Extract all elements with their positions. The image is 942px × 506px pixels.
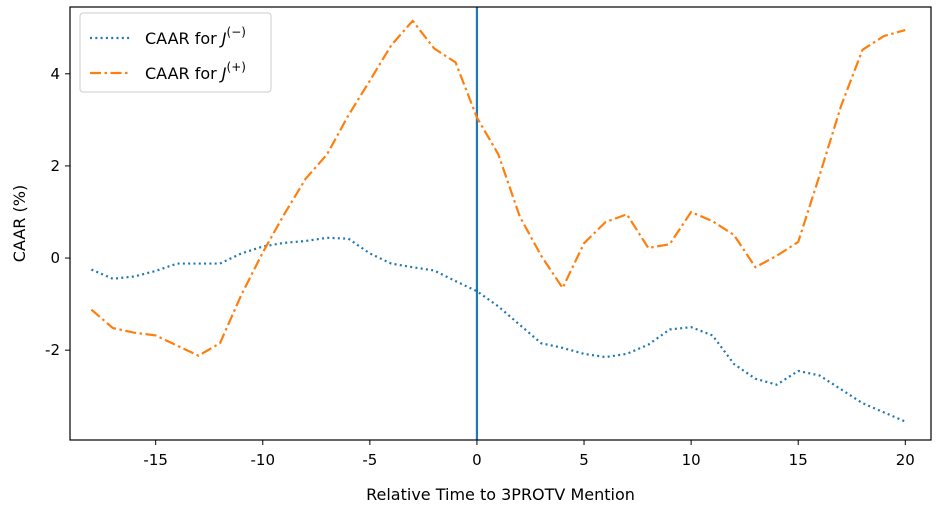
x-tick-label: 10 <box>682 451 701 469</box>
legend-label-superscript: (+) <box>227 60 246 74</box>
legend-label-text: CAAR for <box>145 29 222 48</box>
series-line-2 <box>90 19 906 357</box>
legend-label-superscript: (−) <box>227 25 246 39</box>
y-tick-label: 2 <box>50 157 60 175</box>
y-tick-label: -2 <box>45 341 60 359</box>
y-tick-label: 0 <box>50 249 60 267</box>
legend-label-text: CAAR for <box>145 64 222 83</box>
x-tick-label: -10 <box>251 451 276 469</box>
x-tick-label: 0 <box>472 451 482 469</box>
series-line-1 <box>90 236 906 423</box>
y-axis-title: CAAR (%) <box>10 185 29 262</box>
y-tick-label: 4 <box>50 65 60 83</box>
legend-label-variable: J <box>219 64 227 83</box>
legend-label-variable: J <box>219 29 227 48</box>
plot-frame <box>69 6 932 441</box>
series-group <box>90 19 906 423</box>
legend-box <box>79 12 272 93</box>
legend-label-1: CAAR for J(−) <box>145 25 246 48</box>
x-tick-label: 20 <box>896 451 915 469</box>
x-tick-label: -5 <box>362 451 377 469</box>
x-axis-title: Relative Time to 3PROTV Mention <box>366 485 635 504</box>
x-tick-label: 5 <box>579 451 589 469</box>
ticks: -15 -10 -5 0 5 10 15 20 -2 0 2 4 <box>45 65 915 469</box>
legend-label-2: CAAR for J(+) <box>145 60 246 83</box>
x-tick-label: -15 <box>143 451 168 469</box>
legend: CAAR for J(−)CAAR for J(+) <box>79 12 272 93</box>
x-tick-label: 15 <box>789 451 808 469</box>
